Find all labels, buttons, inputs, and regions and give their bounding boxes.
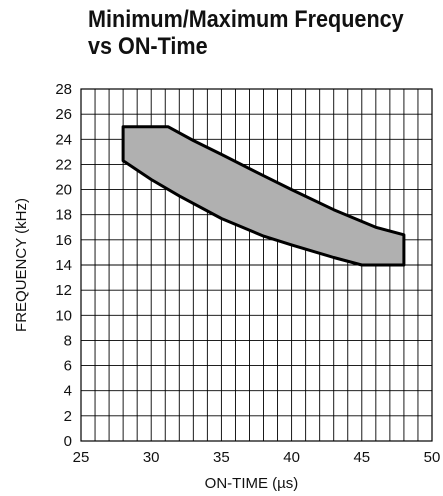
x-tick-label: 50 (424, 449, 441, 466)
y-tick-label: 20 (55, 182, 72, 199)
x-tick-label: 25 (73, 449, 90, 466)
x-tick-label: 45 (353, 449, 370, 466)
y-tick-label: 18 (55, 207, 72, 224)
y-tick-label: 0 (64, 433, 72, 450)
y-tick-label: 14 (55, 257, 72, 274)
x-axis-label: ON-TIME (µs) (205, 475, 299, 492)
y-tick-label: 4 (64, 383, 72, 400)
chart-title-line-2: vs ON-Time (88, 33, 208, 60)
y-tick-label: 10 (55, 307, 72, 324)
x-tick-label: 40 (283, 449, 300, 466)
y-tick-label: 6 (64, 358, 72, 375)
frequency-region (121, 125, 406, 267)
x-tick-label: 35 (213, 449, 230, 466)
x-tick-labels: 25 30 35 40 45 50 (73, 449, 441, 466)
frequency-region-area (121, 125, 406, 267)
y-tick-label: 22 (55, 156, 72, 173)
y-tick-label: 16 (55, 232, 72, 249)
y-tick-label: 12 (55, 282, 72, 299)
plot-frame (80, 88, 433, 442)
y-tick-label: 8 (64, 332, 72, 349)
y-tick-label: 2 (64, 408, 72, 425)
chart-title-line-1: Minimum/Maximum Frequency (88, 6, 404, 33)
y-tick-label: 24 (55, 131, 72, 148)
chart-title: Minimum/Maximum Frequency vs ON-Time (88, 6, 404, 60)
y-tick-label: 28 (55, 81, 72, 98)
y-axis-label: FREQUENCY (kHz) (13, 198, 30, 332)
y-tick-label: 26 (55, 106, 72, 123)
x-tick-label: 30 (143, 449, 160, 466)
